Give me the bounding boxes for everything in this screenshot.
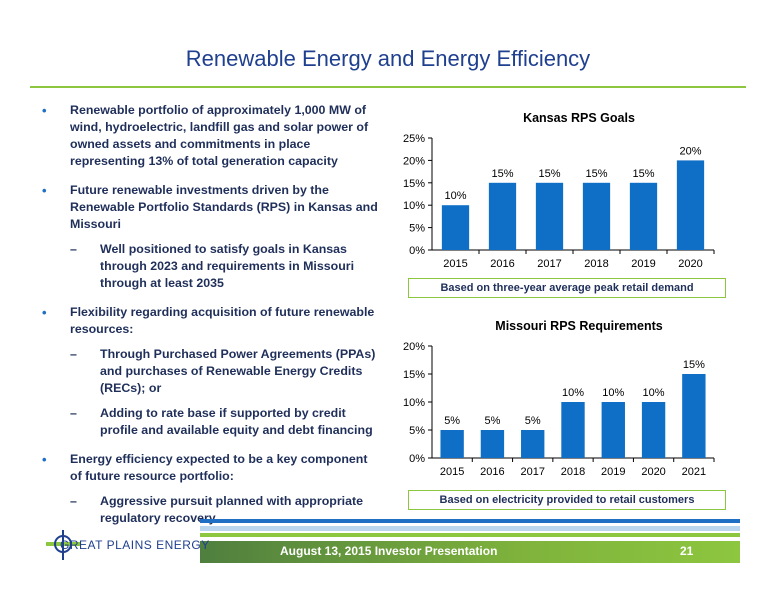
great-plains-energy-logo bbox=[46, 530, 80, 560]
data-label: 5% bbox=[484, 415, 500, 427]
y-tick-label: 25% bbox=[403, 133, 425, 145]
x-tick-label: 2015 bbox=[443, 258, 467, 270]
x-tick-label: 2018 bbox=[584, 258, 608, 270]
data-label: 5% bbox=[444, 415, 460, 427]
y-tick-label: 5% bbox=[409, 425, 425, 437]
x-tick-label: 2021 bbox=[682, 466, 706, 478]
y-tick-label: 15% bbox=[403, 369, 425, 381]
data-label: 15% bbox=[585, 168, 607, 180]
slide-title: Renewable Energy and Energy Efficiency bbox=[185, 46, 591, 71]
sub-bullet-item: – Aggressive pursuit planned with appropr… bbox=[70, 493, 382, 527]
bullet-text: Energy efficiency expected to be a key c… bbox=[70, 452, 368, 483]
sub-bullet-marker: – bbox=[70, 494, 77, 508]
footer-stripe-light bbox=[200, 526, 740, 531]
sub-bullet-item: – Adding to rate base if supported by cre… bbox=[70, 405, 382, 439]
y-tick-label: 0% bbox=[409, 453, 425, 465]
bar bbox=[676, 160, 705, 250]
bar bbox=[629, 182, 658, 250]
y-tick-label: 10% bbox=[403, 200, 425, 212]
y-tick-label: 5% bbox=[409, 223, 425, 235]
data-label: 5% bbox=[525, 415, 541, 427]
chart-title: Missouri RPS Requirements bbox=[495, 319, 662, 333]
bullet-item: • Energy efficiency expected to be a key … bbox=[38, 451, 382, 527]
bar bbox=[535, 182, 564, 250]
sub-bullet-marker: – bbox=[70, 347, 77, 361]
data-label: 15% bbox=[683, 359, 705, 371]
sub-bullet-item: – Well positioned to satisfy goals in Kan… bbox=[70, 241, 382, 292]
footer-stripe-blue bbox=[200, 519, 740, 523]
data-label: 10% bbox=[602, 387, 624, 399]
bar bbox=[641, 402, 666, 458]
data-label: 10% bbox=[444, 190, 466, 202]
y-tick-label: 15% bbox=[403, 178, 425, 190]
footer-stripe-green bbox=[200, 533, 740, 537]
bar bbox=[521, 430, 545, 458]
y-tick-label: 20% bbox=[403, 341, 425, 353]
kansas-rps-chart: Kansas RPS Goals 0% 5% 10% 15% 20% 25% 10% 2015 1… bbox=[403, 111, 715, 270]
x-tick-label: 2020 bbox=[641, 466, 665, 478]
data-label: 15% bbox=[538, 168, 560, 180]
bar bbox=[441, 205, 470, 250]
bullet-item: • Renewable portfolio of approximately 1,… bbox=[38, 102, 382, 170]
bar bbox=[582, 182, 611, 250]
bullet-text: Renewable portfolio of approximately 1,0… bbox=[70, 103, 369, 168]
title-divider bbox=[30, 86, 746, 88]
bullet-text: Future renewable investments driven by t… bbox=[70, 183, 378, 231]
x-tick-label: 2017 bbox=[537, 258, 561, 270]
x-tick-label: 2016 bbox=[480, 466, 504, 478]
sub-bullet-text: Adding to rate base if supported by cred… bbox=[100, 406, 373, 437]
x-tick-label: 2018 bbox=[561, 466, 585, 478]
y-tick-label: 20% bbox=[403, 155, 425, 167]
bar bbox=[440, 430, 464, 458]
bullet-text: Flexibility regarding acquisition of fut… bbox=[70, 305, 375, 336]
bullet-list: • Renewable portfolio of approximately 1,… bbox=[38, 102, 382, 539]
missouri-rps-chart: Missouri RPS Requirements 0% 5% 10% 15% 20% 5%… bbox=[403, 319, 715, 478]
data-label: 20% bbox=[679, 145, 701, 157]
data-label: 15% bbox=[491, 168, 513, 180]
page-number: 21 bbox=[680, 544, 694, 558]
x-tick-label: 2016 bbox=[490, 258, 514, 270]
bar bbox=[601, 402, 625, 458]
data-label: 10% bbox=[643, 387, 665, 399]
y-tick-label: 10% bbox=[403, 397, 425, 409]
x-tick-label: 2017 bbox=[520, 466, 544, 478]
bullet-item: • Flexibility regarding acquisition of fu… bbox=[38, 304, 382, 439]
bullet-marker: • bbox=[42, 452, 47, 467]
chart-title: Kansas RPS Goals bbox=[523, 111, 635, 125]
bullet-marker: • bbox=[42, 183, 47, 198]
bullet-marker: • bbox=[42, 305, 47, 320]
kansas-chart-note: Based on three-year average peak retail … bbox=[408, 278, 726, 298]
sub-bullet-text: Through Purchased Power Agreements (PPAs… bbox=[100, 347, 376, 395]
x-tick-label: 2019 bbox=[631, 258, 655, 270]
bar bbox=[480, 430, 505, 458]
logo-text: GREAT PLAINS ENERGY bbox=[60, 538, 210, 552]
data-label: 10% bbox=[562, 387, 584, 399]
x-tick-label: 2019 bbox=[601, 466, 625, 478]
sub-bullet-marker: – bbox=[70, 242, 77, 256]
sub-bullet-text: Aggressive pursuit planned with appropri… bbox=[100, 494, 363, 525]
missouri-chart-note: Based on electricity provided to retail … bbox=[408, 490, 726, 510]
bullet-item: • Future renewable investments driven by … bbox=[38, 182, 382, 292]
x-tick-label: 2020 bbox=[678, 258, 702, 270]
sub-bullet-item: – Through Purchased Power Agreements (PPA… bbox=[70, 346, 382, 397]
sub-bullet-text: Well positioned to satisfy goals in Kans… bbox=[100, 242, 355, 290]
bullet-marker: • bbox=[42, 103, 47, 118]
sub-bullet-marker: – bbox=[70, 406, 77, 420]
footer-text: August 13, 2015 Investor Presentation bbox=[280, 544, 498, 558]
x-tick-label: 2015 bbox=[440, 466, 464, 478]
bar bbox=[682, 374, 706, 458]
footer-bar bbox=[200, 541, 740, 563]
data-label: 15% bbox=[632, 168, 654, 180]
bar bbox=[488, 182, 517, 250]
bar bbox=[561, 402, 585, 458]
y-tick-label: 0% bbox=[409, 245, 425, 257]
